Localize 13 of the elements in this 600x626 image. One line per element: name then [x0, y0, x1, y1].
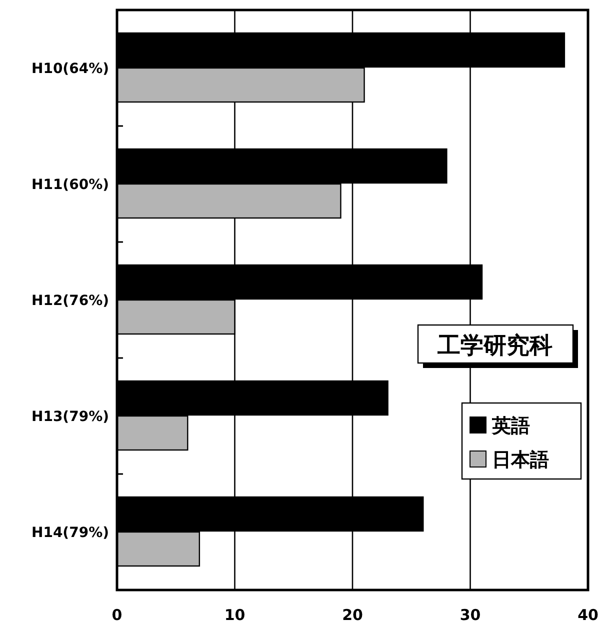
y-tick-label: H10(64%)	[31, 61, 109, 77]
x-tick-label: 20	[342, 606, 363, 624]
legend-label: 日本語	[492, 449, 549, 471]
x-tick-label: 40	[578, 606, 598, 624]
y-tick-label: H11(60%)	[31, 177, 109, 193]
y-tick-label: H12(76%)	[31, 293, 109, 309]
y-tick-label: H13(79%)	[31, 409, 109, 425]
x-tick-label: 0	[112, 606, 122, 624]
x-tick-label: 30	[460, 606, 481, 624]
y-tick-label: H14(79%)	[31, 525, 109, 541]
legend-label: 英語	[491, 415, 530, 437]
x-tick-label: 10	[224, 606, 246, 624]
annotation: 工学研究科	[436, 332, 552, 359]
